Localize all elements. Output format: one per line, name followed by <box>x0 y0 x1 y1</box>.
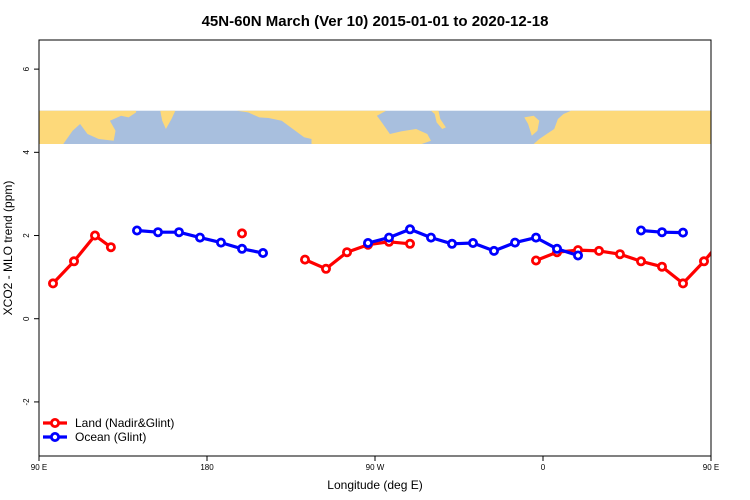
series-0-point <box>48 278 59 289</box>
legend-marker <box>50 417 61 428</box>
series-0-point <box>404 238 415 249</box>
series-0-point <box>320 263 331 274</box>
series-0-point <box>299 254 310 265</box>
series-1-point <box>236 243 247 254</box>
map-land-6 <box>692 115 711 139</box>
series-1-point <box>362 237 373 248</box>
y-tick-label: 6 <box>22 66 31 71</box>
series-0-line-0 <box>51 233 112 285</box>
map-land-3 <box>431 110 446 129</box>
series-0-point <box>678 278 689 289</box>
series-1-point <box>194 232 205 243</box>
series-1-point <box>131 225 142 236</box>
series-0-line-2 <box>304 240 411 271</box>
series-0 <box>48 228 711 289</box>
x-tick-label: 0 <box>541 463 546 472</box>
map-land-1 <box>160 110 176 129</box>
map-land-2 <box>236 110 431 144</box>
y-tick-label: 0 <box>22 316 31 321</box>
series-1-point <box>215 237 226 248</box>
series-1-point <box>531 232 542 243</box>
series-1-point <box>446 238 457 249</box>
series-0-point <box>594 245 605 256</box>
series-0-point <box>236 228 247 239</box>
series-1 <box>131 224 689 261</box>
series-0-point <box>105 242 116 253</box>
series-1-point <box>552 243 563 254</box>
series-0-point <box>615 249 626 260</box>
series-0-point <box>90 230 101 241</box>
x-tick-label: 180 <box>200 463 214 472</box>
series-1-point <box>657 227 668 238</box>
series-0-point <box>531 255 542 266</box>
legend-label: Ocean (Glint) <box>75 430 146 444</box>
series-0-point <box>657 261 668 272</box>
series-1-point <box>509 237 520 248</box>
x-tick-label: 90 W <box>366 463 385 472</box>
chart-title: 45N-60N March (Ver 10) 2015-01-01 to 202… <box>202 13 549 30</box>
legend: Land (Nadir&Glint)Ocean (Glint) <box>43 416 174 444</box>
y-tick-label: 2 <box>22 233 31 238</box>
world-map-band <box>39 110 711 144</box>
map-land-4 <box>524 115 540 136</box>
series-0-point <box>699 256 710 267</box>
y-tick-label: 4 <box>22 150 31 155</box>
x-tick-label: 90 E <box>703 463 719 472</box>
map-land-5 <box>533 110 711 144</box>
series-1-point <box>152 227 163 238</box>
y-axis: -2 0 2 4 6 <box>22 66 39 405</box>
series-1-point <box>488 245 499 256</box>
plot-frame <box>38 39 712 457</box>
series-1-point <box>257 247 268 258</box>
y-tick-label: -2 <box>22 398 31 406</box>
series-0-point <box>636 256 647 267</box>
series-0-point <box>69 256 80 267</box>
map-land-0 <box>39 110 137 144</box>
series-1-point <box>383 232 394 243</box>
series-1-point <box>573 250 584 261</box>
series-1-point <box>404 224 415 235</box>
series-1-point <box>467 237 478 248</box>
legend-marker <box>50 431 61 442</box>
x-axis-label: Longitude (deg E) <box>327 478 422 492</box>
legend-label: Land (Nadir&Glint) <box>75 416 174 430</box>
series-1-point <box>173 227 184 238</box>
series-1-point <box>678 227 689 238</box>
x-tick-label: 90 E <box>31 463 47 472</box>
y-axis-label: XCO2 - MLO trend (ppm) <box>1 181 15 316</box>
x-axis: 90 E 180 90 W 0 90 E <box>31 456 719 472</box>
series-1-point <box>636 225 647 236</box>
series-1-point <box>425 232 436 243</box>
series-layer <box>48 224 711 289</box>
series-0-point <box>341 247 352 258</box>
